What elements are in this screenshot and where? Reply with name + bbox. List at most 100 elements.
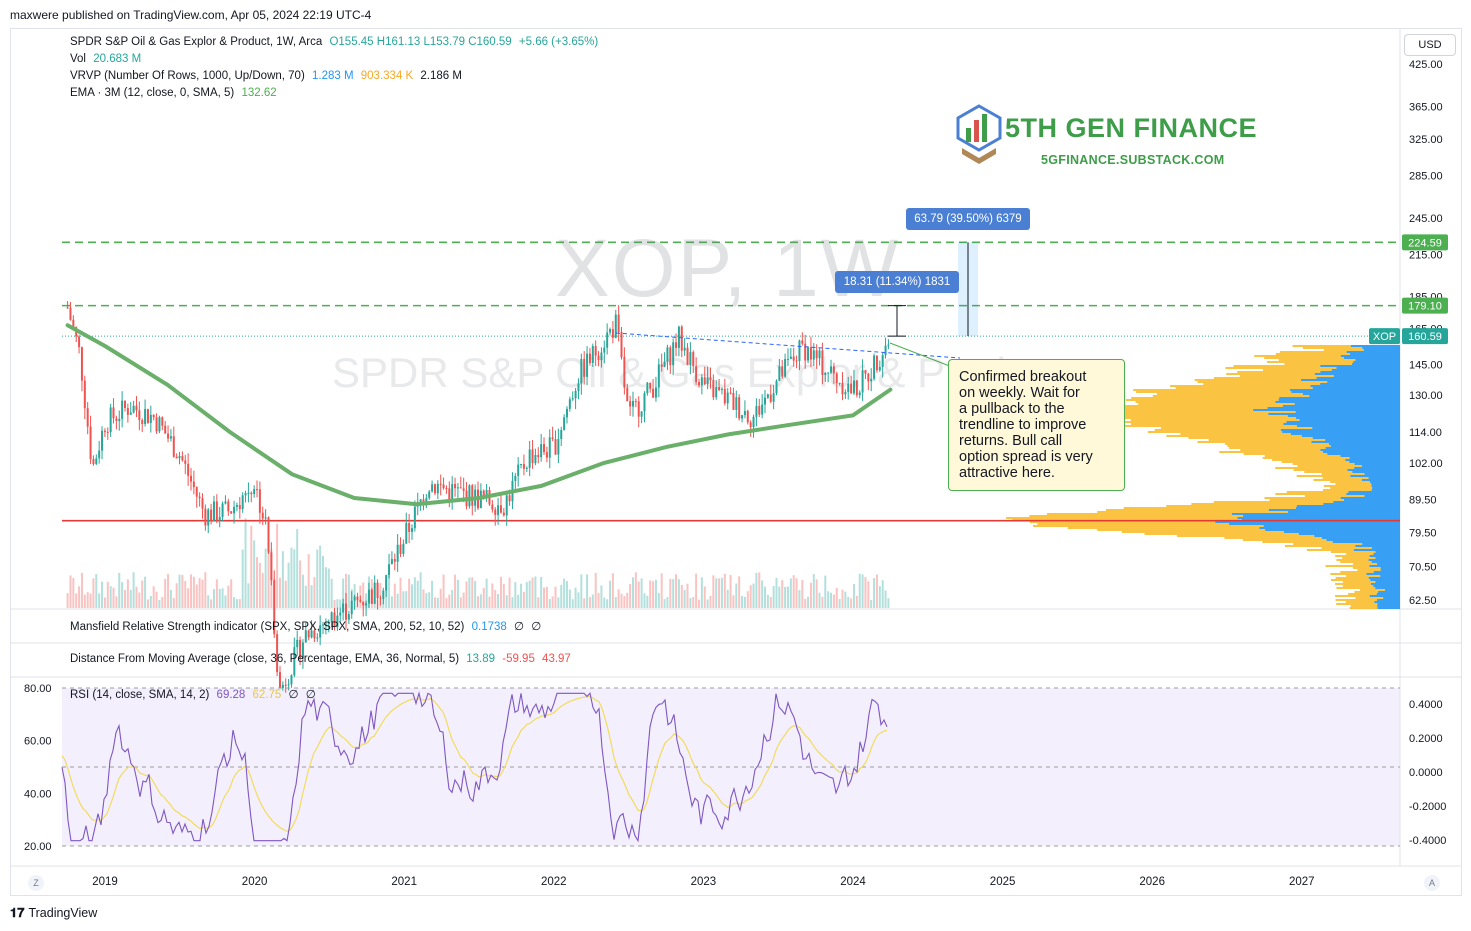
vp-down-row — [1029, 515, 1244, 517]
symbol-tag-bg — [1369, 328, 1400, 345]
volume-bar — [146, 599, 149, 608]
vp-up-row — [1312, 437, 1400, 439]
vp-down-row — [1269, 499, 1345, 501]
volume-bar — [672, 579, 675, 608]
candle-body — [603, 347, 606, 353]
vp-up-row — [1370, 583, 1400, 585]
volume-bar — [594, 572, 597, 608]
volume-bar — [253, 540, 256, 608]
price-tick-label: 215.00 — [1409, 250, 1443, 262]
rsi-tick-label: 20.00 — [24, 841, 52, 853]
candle-body — [838, 382, 841, 384]
vp-up-row — [1332, 541, 1400, 543]
vp-up-row — [1362, 347, 1400, 349]
candle-body — [310, 630, 313, 638]
vp-down-row — [1006, 517, 1238, 519]
time-tick-label: 2021 — [391, 876, 417, 888]
volume-bar — [729, 574, 732, 608]
vp-down-row — [1336, 559, 1369, 561]
volume-bar — [304, 585, 307, 608]
candle-body — [540, 444, 543, 458]
legend-ema[interactable]: EMA · 3M (12, close, 0, SMA, 5) 132.62 — [70, 87, 281, 99]
candle-body — [841, 382, 844, 395]
vp-up-row — [1279, 397, 1400, 399]
measure-label-small[interactable]: 18.31 (11.34%) 1831 — [835, 271, 959, 293]
vp-down-row — [1346, 553, 1374, 555]
vp-down-row — [1331, 579, 1371, 581]
vp-up-row — [1312, 427, 1400, 429]
vp-up-row — [1296, 417, 1400, 419]
candle-body — [264, 517, 267, 519]
vp-up-row — [1346, 493, 1400, 495]
candle-body — [614, 314, 617, 338]
volume-bar — [835, 587, 838, 608]
volume-bar — [428, 592, 431, 608]
volume-bar — [207, 595, 210, 608]
vp-up-row — [1373, 571, 1400, 573]
volume-bar — [244, 518, 247, 608]
vp-up-row — [1320, 365, 1400, 367]
vp-down-row — [1275, 353, 1350, 355]
candle-body — [491, 504, 494, 510]
vp-up-row — [1372, 487, 1400, 489]
vp-up-row — [1267, 407, 1400, 409]
candle-body — [835, 373, 838, 384]
vp-up-row — [1376, 593, 1400, 595]
volume-bar — [752, 583, 755, 608]
candle-body — [339, 612, 342, 616]
volume-bar — [815, 579, 818, 608]
legend-dma[interactable]: Distance From Moving Average (close, 36,… — [70, 653, 575, 665]
candle-body — [256, 489, 259, 491]
candle-body — [778, 366, 781, 381]
tradingview-logo[interactable]: 𝟏𝟕 TradingView — [10, 905, 97, 921]
currency-button[interactable]: USD — [1404, 34, 1456, 56]
measure-label-large[interactable]: 63.79 (39.50%) 6379 — [906, 208, 1030, 230]
volume-bar — [525, 582, 528, 608]
vp-up-row — [1369, 555, 1400, 557]
volume-bar — [121, 582, 124, 608]
vp-up-row — [1280, 429, 1400, 431]
candle-body — [669, 347, 672, 366]
vp-up-row — [1259, 527, 1400, 529]
legend-change: +5.66 (+3.65%) — [518, 36, 599, 48]
volume-bar — [439, 588, 442, 608]
volume-bar — [442, 574, 445, 608]
volume-bar — [167, 573, 170, 608]
osc-tick-label: -0.4000 — [1409, 835, 1446, 847]
volume-bar — [129, 589, 132, 608]
candle-body — [821, 350, 824, 375]
candle-body — [534, 454, 537, 464]
volume-bar — [402, 591, 405, 608]
candle-body — [396, 544, 399, 562]
candle-body — [505, 495, 508, 516]
legend-rsi[interactable]: RSI (14, close, SMA, 14, 2) 69.28 62.75 … — [70, 687, 320, 701]
annotation-callout[interactable]: Confirmed breakout on weekly. Wait for a… — [948, 359, 1125, 491]
auto-scale-button[interactable]: A — [1424, 875, 1440, 891]
candle-body — [646, 382, 649, 394]
level-upper-tag: 224.59 — [1408, 237, 1442, 249]
candle-body — [563, 417, 566, 431]
volume-bar — [474, 581, 477, 608]
candle-body — [680, 326, 683, 351]
volume-bar — [396, 593, 399, 608]
volume-bar — [792, 575, 795, 608]
legend-vrvp[interactable]: VRVP (Number Of Rows, 1000, Up/Down, 70)… — [70, 70, 466, 82]
volume-bar — [158, 599, 161, 608]
volume-bar — [675, 574, 678, 608]
vp-up-row — [1375, 581, 1400, 583]
legend-main[interactable]: SPDR S&P Oil & Gas Explor & Product, 1W,… — [70, 36, 602, 48]
candle-body — [261, 512, 264, 519]
volume-bar — [287, 562, 290, 608]
zoom-reset-button[interactable]: Z — [28, 875, 44, 891]
candle-body — [158, 417, 161, 432]
candle-body — [858, 392, 861, 396]
vp-up-row — [1278, 399, 1400, 401]
legend-ema-label: EMA · 3M (12, close, 0, SMA, 5) — [70, 87, 235, 99]
legend-vol[interactable]: Vol 20.683 M — [70, 53, 145, 65]
candle-body — [299, 639, 302, 659]
volume-bar — [330, 578, 333, 608]
legend-mansfield[interactable]: Mansfield Relative Strength indicator (S… — [70, 619, 545, 633]
vp-down-row — [1138, 403, 1295, 405]
candle-body — [72, 319, 75, 328]
